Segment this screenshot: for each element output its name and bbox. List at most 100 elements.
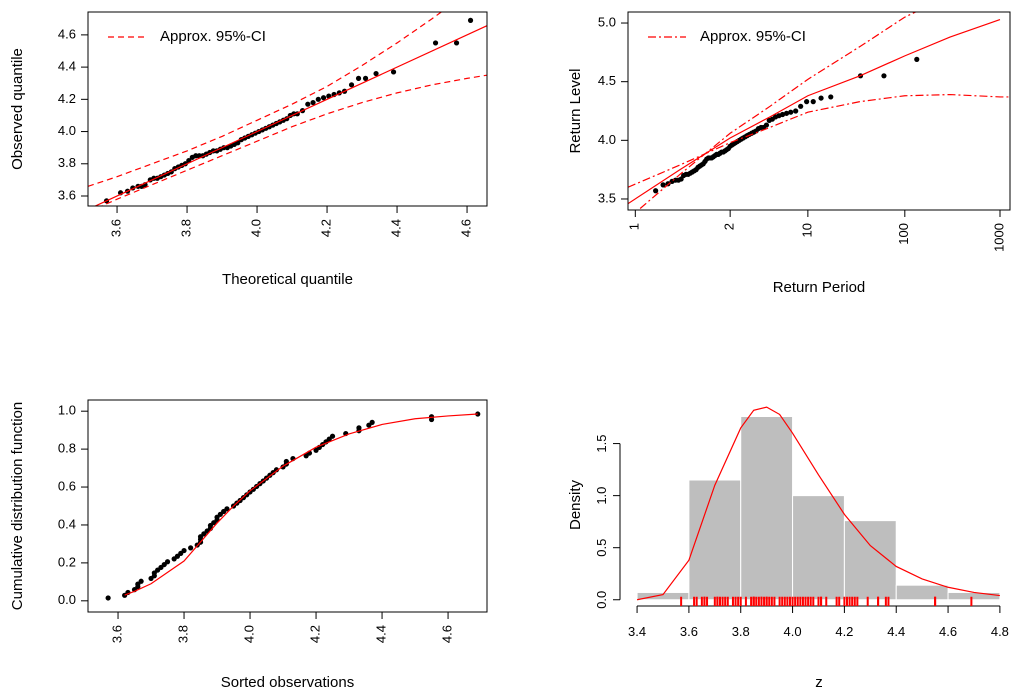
x-tick-label: 4.0 <box>248 219 263 237</box>
x-axis-title: z <box>815 674 823 691</box>
plot-area <box>628 12 1010 210</box>
legend-label: Approx. 95%-CI <box>700 28 806 45</box>
y-tick-label: 1.5 <box>594 435 609 453</box>
x-axis-title: Return Period <box>773 279 866 296</box>
x-tick-label: 4.6 <box>458 219 473 237</box>
x-tick-label: 4.0 <box>784 624 802 639</box>
x-tick-label: 3.6 <box>109 625 124 643</box>
data-point <box>164 559 171 565</box>
data-point <box>818 95 824 101</box>
data-point <box>779 111 786 118</box>
y-tick-label: 4.5 <box>598 73 616 88</box>
plot-area <box>105 411 481 601</box>
data-point <box>181 547 187 554</box>
data-point <box>763 122 770 128</box>
panel: 3.6 3.8 4.0 4.2 4.4 4.6 3.6 3.8 4.0 4.2 4.4 4.6 Theo… <box>9 11 488 288</box>
y-axis-title: Cumulative distribution function <box>9 402 26 610</box>
plot-area <box>636 406 1001 601</box>
plot-frame <box>87 11 488 207</box>
y-tick-label: 4.0 <box>58 123 76 138</box>
data-point <box>105 595 111 601</box>
data-point <box>305 101 311 107</box>
y-axis-title: Density <box>567 479 584 530</box>
line <box>628 18 1001 205</box>
data-point <box>432 40 439 46</box>
x-tick-label: 4.2 <box>835 624 853 639</box>
data-point <box>373 70 379 77</box>
histogram-bar <box>895 584 949 601</box>
data-point <box>881 73 887 79</box>
plot-frame <box>627 11 1011 211</box>
x-tick-label: 3.8 <box>178 219 193 237</box>
x-tick-label: 4.6 <box>939 624 957 639</box>
histogram-bar <box>792 495 845 601</box>
y-tick-label: 4.2 <box>58 91 76 106</box>
y-tick-label: 4.0 <box>598 132 616 147</box>
y-tick-label: 0.0 <box>594 591 609 609</box>
x-tick-label: 4.2 <box>307 625 322 643</box>
data-point <box>138 578 144 584</box>
x-tick-label: 3.8 <box>175 625 190 643</box>
x-tick-label: 4.6 <box>439 625 454 643</box>
data-point <box>783 110 790 116</box>
line <box>100 74 487 206</box>
x-tick-label: 4.4 <box>388 219 403 237</box>
data-point <box>660 182 666 188</box>
x-tick-label: 1 <box>627 223 642 230</box>
y-tick-label: 5.0 <box>598 14 616 29</box>
data-point <box>793 108 799 114</box>
y-tick-label: 3.8 <box>58 155 76 170</box>
data-point <box>369 419 375 425</box>
line <box>636 406 1000 601</box>
y-tick-label: 4.6 <box>58 26 76 41</box>
x-tick-label: 10 <box>799 223 814 237</box>
line <box>93 25 487 206</box>
y-tick-label: 0.8 <box>58 441 76 456</box>
x-tick-label: 3.6 <box>680 624 698 639</box>
histogram-bar <box>947 591 1001 601</box>
y-tick-label: 0.4 <box>58 516 76 531</box>
y-axis-title: Observed quantile <box>9 48 26 170</box>
data-point <box>356 425 362 431</box>
x-tick-label: 4.4 <box>373 625 388 643</box>
data-point <box>798 103 804 109</box>
data-point <box>390 69 397 75</box>
y-tick-label: 3.6 <box>58 187 76 202</box>
x-tick-label: 1000 <box>991 223 1006 252</box>
x-tick-label: 4.0 <box>241 625 256 643</box>
histogram-bar <box>688 479 742 601</box>
line <box>88 12 443 187</box>
data-point <box>362 75 369 81</box>
panel: 3.6 3.8 4.0 4.2 4.4 4.6 0.0 0.2 0.4 0.6 0.8 1.0 Sort… <box>9 399 488 691</box>
data-point <box>914 56 920 62</box>
data-point <box>329 433 336 439</box>
y-tick-label: 3.5 <box>598 190 616 205</box>
x-axis-title: Sorted observations <box>221 674 354 691</box>
plot-frame <box>87 399 488 613</box>
data-point <box>653 188 659 194</box>
histogram-bar <box>740 415 794 601</box>
y-tick-label: 0.2 <box>58 554 76 569</box>
panel: 3.4 3.6 3.8 4.0 4.2 4.4 4.6 4.8 0.0 0.5 1.0 1.5 z Den… <box>567 406 1009 691</box>
panel: 1 2 10 100 1000 3.5 4.0 4.5 5.0 Return Period Retu… <box>567 11 1011 296</box>
data-point <box>315 96 321 102</box>
data-point <box>788 109 794 115</box>
x-tick-label: 4.4 <box>887 624 905 639</box>
data-point <box>467 17 474 23</box>
x-tick-label: 4.2 <box>318 219 333 237</box>
line <box>637 12 917 210</box>
data-point <box>310 99 316 106</box>
x-tick-label: 4.8 <box>991 624 1009 639</box>
x-tick-label: 2 <box>722 223 737 230</box>
x-tick-label: 100 <box>896 223 911 245</box>
y-tick-label: 1.0 <box>594 487 609 505</box>
data-point <box>355 75 362 81</box>
x-tick-label: 3.6 <box>108 219 123 237</box>
y-axis-title: Return Level <box>567 68 584 153</box>
x-tick-label: 3.4 <box>628 624 646 639</box>
data-point <box>320 95 327 101</box>
data-point <box>810 99 816 105</box>
data-point <box>283 458 289 465</box>
data-point <box>453 40 460 46</box>
